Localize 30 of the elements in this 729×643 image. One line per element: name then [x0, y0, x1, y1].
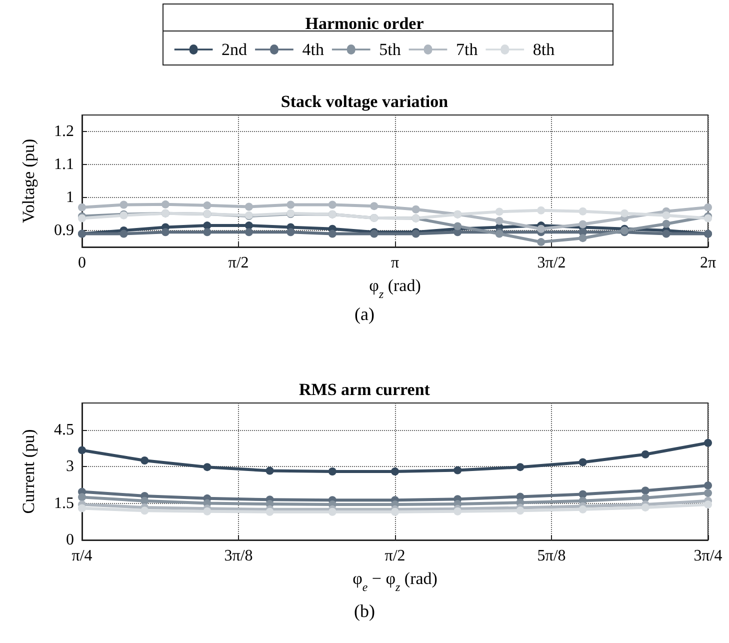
x-tick-label: π/2 [384, 548, 406, 564]
x-tick-label: 3π/4 [694, 548, 722, 564]
legend-label: 2nd [222, 40, 248, 59]
y-axis-title: Current (pu) [19, 429, 38, 514]
text: (b) [354, 601, 376, 621]
legend-title: Harmonic order [305, 14, 424, 33]
legend-label: 5th [379, 40, 402, 59]
x-tick-label: π/2 [228, 254, 249, 272]
y-tick-label: 3 [66, 458, 74, 476]
y-axis-title: Voltage (pu) [19, 138, 38, 224]
legend-label: 4th [302, 40, 324, 59]
x-tick-label: 3π/2 [537, 254, 566, 272]
x-tick-label: 0 [78, 254, 86, 272]
y-tick-label: 1 [66, 189, 74, 206]
x-tick-label: π/4 [72, 548, 92, 564]
y-tick-label: 1.2 [54, 123, 74, 140]
x-tick-label: π [390, 254, 400, 272]
y-tick-label: 1.1 [54, 156, 74, 173]
x-tick-label: 3π/8 [224, 548, 253, 564]
legend-label: 7th [456, 40, 478, 59]
x-tick-label: 2π [700, 254, 716, 272]
legend-label: 8th [532, 40, 556, 59]
chart-title: RMS arm current [299, 380, 430, 399]
y-tick-label: 1.5 [54, 494, 74, 512]
text: (a) [354, 304, 374, 324]
y-tick-label: 0.9 [54, 222, 74, 239]
x-tick-label: 5π/8 [537, 548, 566, 564]
y-tick-label: 4.5 [54, 421, 74, 438]
chart-title: Stack voltage variation [280, 92, 449, 111]
y-tick-label: 0 [66, 532, 74, 548]
